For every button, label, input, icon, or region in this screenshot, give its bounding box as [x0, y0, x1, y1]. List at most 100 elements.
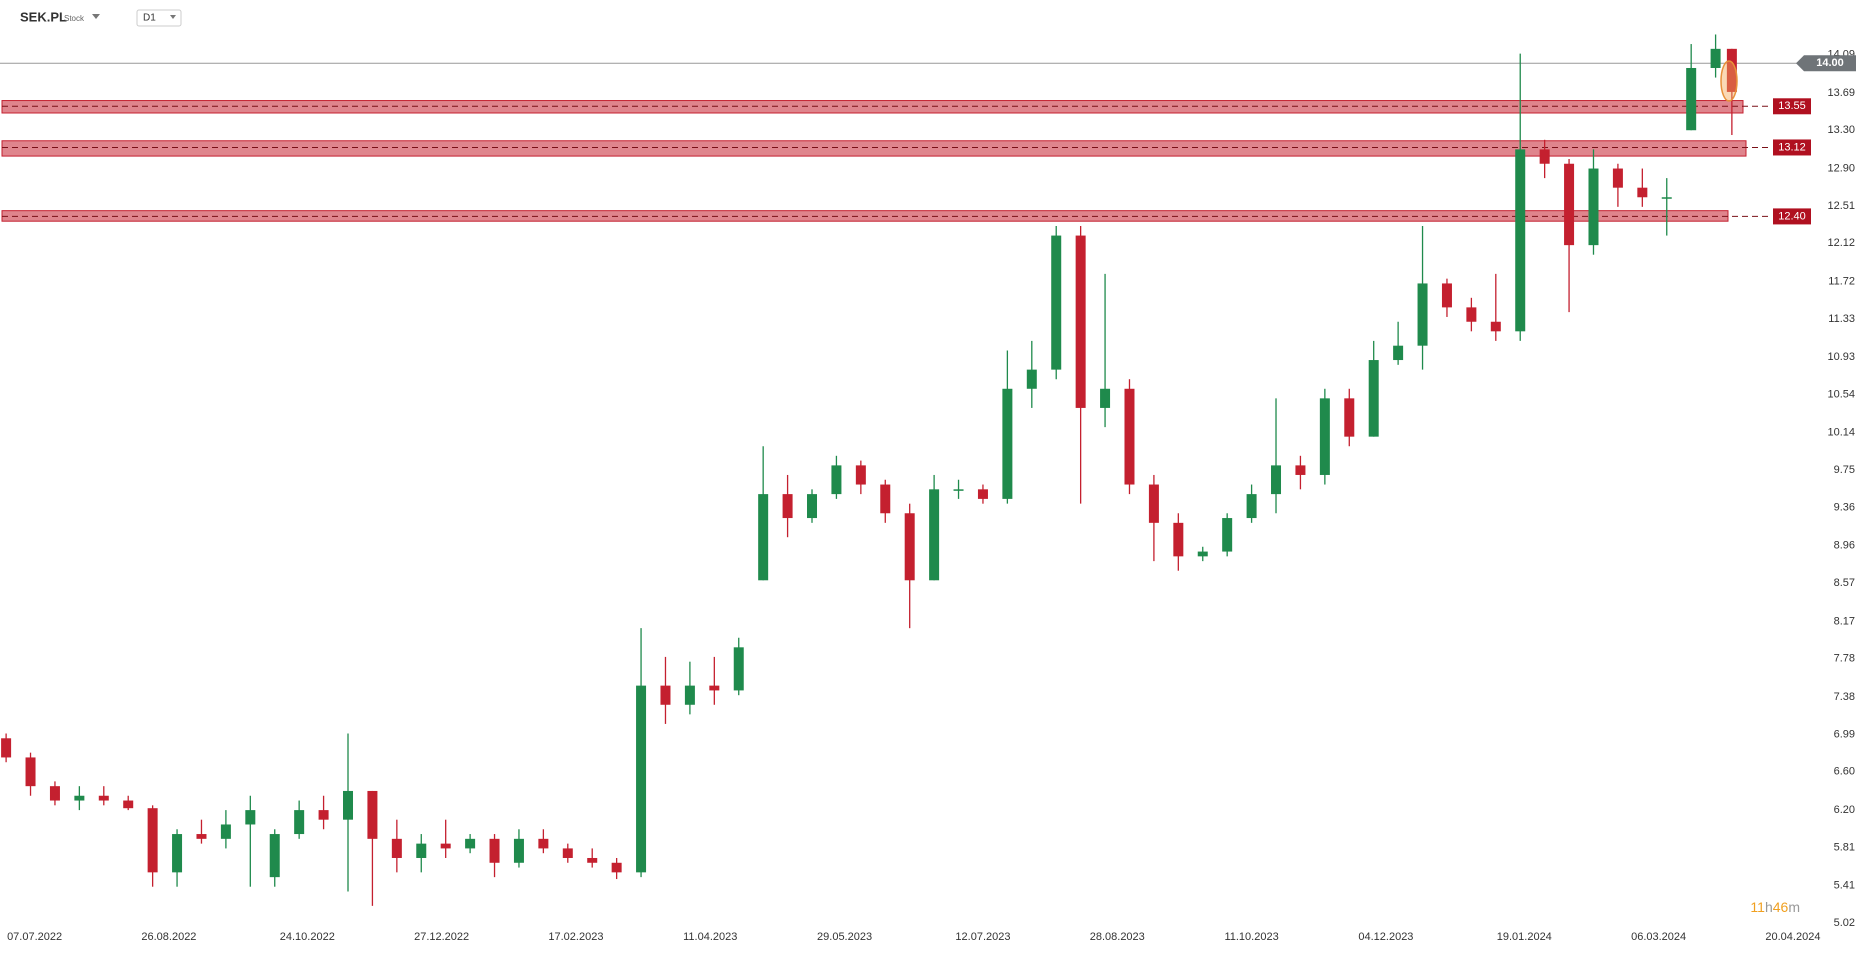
level-label: 13.55 [1778, 100, 1806, 112]
candle-body [1075, 235, 1086, 408]
candle-body [636, 685, 647, 873]
y-tick-label: 12.51 [1827, 200, 1855, 212]
timeframe-dropdown [170, 15, 176, 19]
candle-body [123, 800, 134, 809]
y-tick-label: 12.12 [1827, 237, 1855, 249]
x-tick-label: 12.07.2023 [955, 931, 1010, 943]
candle-body [1295, 465, 1306, 475]
candle-body [294, 810, 305, 835]
y-tick-label: 12.90 [1827, 162, 1855, 174]
x-tick-label: 06.03.2024 [1631, 931, 1686, 943]
candle-body [953, 489, 964, 491]
candle-body [587, 857, 598, 863]
x-tick-label: 11.10.2023 [1224, 931, 1278, 943]
candle-body [1368, 360, 1379, 437]
candle-body [25, 757, 36, 787]
y-tick-label: 10.54 [1827, 388, 1855, 400]
y-tick-label: 13.30 [1827, 124, 1855, 136]
x-tick-label: 28.08.2023 [1090, 931, 1145, 943]
candle-body [611, 862, 622, 873]
candle-body [977, 489, 988, 499]
candle-body [904, 513, 915, 581]
y-tick-label: 9.36 [1834, 501, 1855, 513]
symbol: SEK.PL [20, 9, 67, 24]
y-tick-label: 10.93 [1827, 351, 1855, 363]
x-tick-label: 29.05.2023 [817, 931, 872, 943]
candle-body [684, 685, 695, 705]
candle-body [1637, 187, 1648, 198]
y-tick-label: 10.14 [1827, 427, 1855, 439]
x-tick-label: 07.07.2022 [7, 931, 62, 943]
candle-body [489, 838, 500, 863]
candle-body [1173, 522, 1184, 557]
candle-body [1124, 388, 1135, 485]
candle-body [1417, 283, 1428, 346]
candle-body [538, 838, 549, 849]
x-tick-label: 04.12.2023 [1358, 931, 1413, 943]
candle-body [1490, 321, 1501, 332]
candle-body [343, 790, 354, 820]
level-badge [1773, 208, 1811, 225]
x-tick-label: 27.12.2022 [414, 931, 469, 943]
candle-body [855, 465, 866, 485]
candle-body [318, 810, 329, 820]
y-tick-label: 6.60 [1834, 766, 1855, 778]
candle-body [465, 838, 476, 849]
candle-body [1515, 149, 1526, 332]
y-tick-label: 5.81 [1834, 841, 1855, 853]
y-tick-label: 6.99 [1834, 728, 1855, 740]
candle-body [1661, 197, 1672, 199]
candle-body [1222, 518, 1233, 552]
candle-body [172, 834, 183, 873]
candle-body [1539, 149, 1550, 164]
y-tick-label: 8.96 [1834, 540, 1855, 552]
level-badge [1773, 139, 1811, 156]
candle-body [416, 843, 427, 858]
last-price-label: 14.00 [1816, 57, 1844, 69]
countdown-minutes: 46 [1773, 899, 1789, 915]
candle-body [660, 685, 671, 705]
candle-body [1726, 48, 1737, 92]
x-tick-label: 20.04.2024 [1765, 931, 1820, 943]
candle-body [1710, 48, 1721, 68]
candle-body [1588, 168, 1599, 246]
candle-body [758, 494, 769, 581]
candle-body [49, 786, 60, 801]
y-tick-label: 9.75 [1834, 464, 1855, 476]
x-tick-label: 24.10.2022 [280, 931, 335, 943]
level-badge [1773, 98, 1811, 115]
candle-body [367, 790, 378, 839]
candle-body [74, 795, 85, 801]
symbol-dropdown[interactable] [92, 14, 100, 19]
candle-body [147, 808, 158, 873]
candle-body [1393, 345, 1404, 361]
timeframe-select[interactable] [136, 9, 182, 27]
candle-body [709, 685, 720, 691]
candle-body [831, 465, 842, 495]
timeframe: D1 [143, 13, 156, 24]
highlight [1720, 60, 1738, 102]
y-tick-label: 11.72 [1828, 275, 1855, 287]
candle-body [1271, 465, 1282, 495]
candle-body [1100, 388, 1111, 408]
last-price-badge [1796, 55, 1856, 72]
candle-body [196, 834, 207, 839]
level-label: 12.40 [1778, 210, 1806, 222]
candle-body [1148, 484, 1159, 523]
candle-body [1441, 283, 1452, 308]
countdown: 11h46m [1750, 899, 1800, 915]
countdown-hours-unit: h [1765, 899, 1773, 915]
y-tick-label: 5.41 [1834, 880, 1855, 892]
x-tick-label: 11.04.2023 [683, 931, 737, 943]
candle-body [782, 494, 793, 519]
candle-body [733, 647, 744, 691]
candle-body [269, 834, 280, 878]
candle-body [1344, 398, 1355, 437]
y-tick-label: 7.38 [1834, 691, 1855, 703]
candle-body [391, 838, 402, 858]
candle-body [1466, 307, 1477, 322]
candle-body [1686, 67, 1697, 131]
x-tick-label: 17.02.2023 [548, 931, 603, 943]
y-tick-label: 11.33 [1828, 313, 1855, 325]
x-tick-label: 26.08.2022 [141, 931, 196, 943]
